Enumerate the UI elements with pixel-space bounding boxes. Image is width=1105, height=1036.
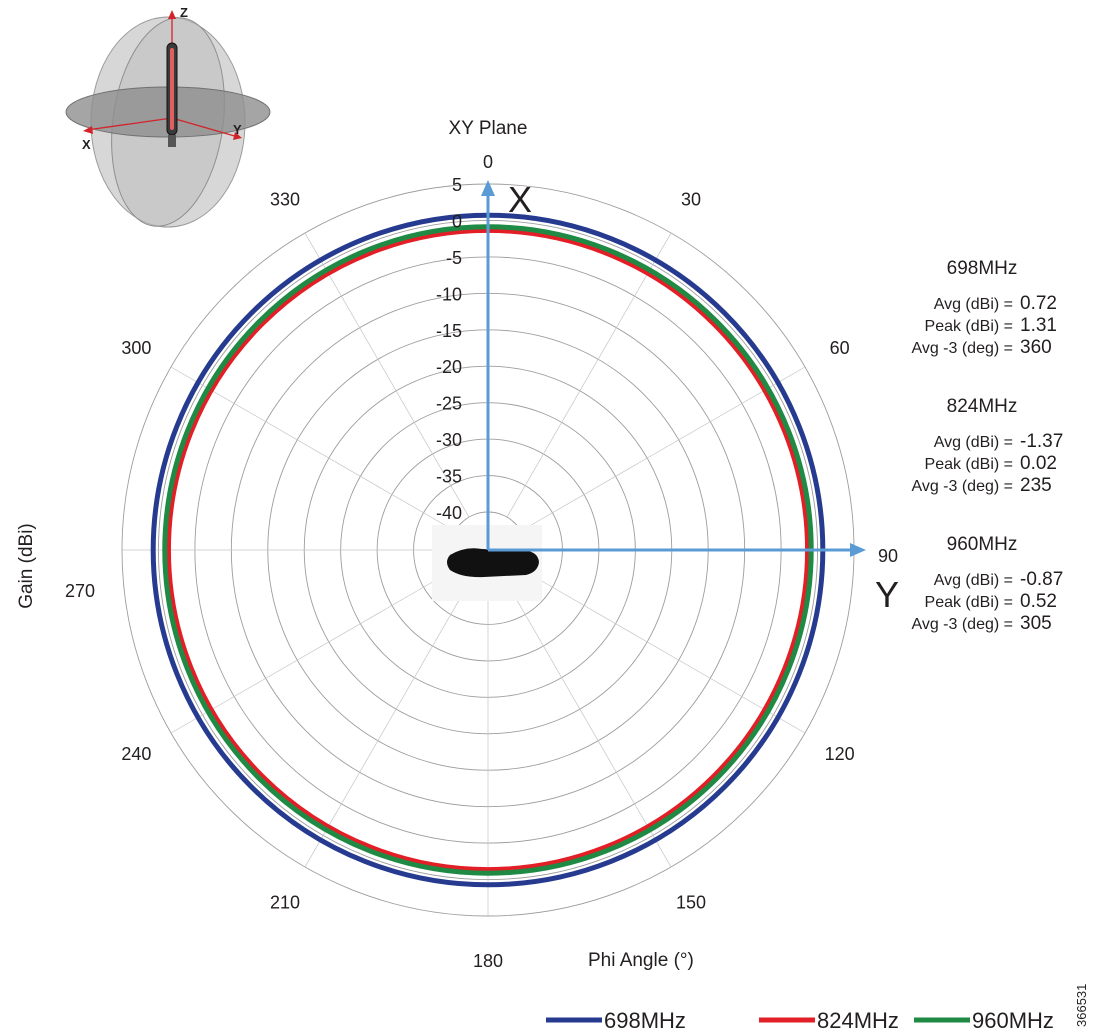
angular-tick-label: 270 — [65, 581, 95, 601]
radial-tick-label: -30 — [436, 430, 462, 450]
stats-row-value: 0.02 — [1020, 453, 1057, 474]
stats-row-label: Avg (dBi) = — [934, 434, 1013, 451]
stats-band-title: 698MHz — [947, 258, 1018, 279]
radial-tick-label: 5 — [452, 175, 462, 195]
stats-row-value: 0.52 — [1020, 591, 1057, 612]
angular-tick-label: 330 — [270, 189, 300, 209]
stats-row-label: Avg -3 (deg) = — [911, 616, 1013, 633]
y-axis-line — [171, 117, 239, 138]
legend-label-698MHz: 698MHz — [604, 1008, 686, 1033]
radial-tick-label: -5 — [446, 248, 462, 268]
radial-tick-label: -35 — [436, 467, 462, 487]
stats-row-label: Peak (dBi) = — [925, 318, 1013, 335]
x-direction-arrowhead — [481, 180, 495, 196]
x-axis-label: X — [82, 137, 91, 152]
y-direction-arrowhead — [850, 543, 866, 557]
y-axis-label: Y — [233, 122, 242, 137]
angular-tick-label: 60 — [830, 338, 850, 358]
z-axis-arrowhead — [168, 10, 176, 19]
stats-row-value: 1.31 — [1020, 315, 1057, 336]
angular-tick-labels: 0 30 60 90 120 150 180 210 240 270 300 330 — [65, 152, 898, 971]
grid-spoke — [304, 232, 470, 518]
angular-tick-label: 30 — [681, 189, 701, 209]
stats-row-label: Avg (dBi) = — [934, 572, 1013, 589]
radial-tick-label: 0 — [452, 211, 462, 231]
grid-spoke — [170, 366, 456, 532]
center-region — [432, 525, 542, 601]
radial-tick-label: -20 — [436, 357, 462, 377]
angular-axis-label: Phi Angle (°) — [588, 950, 694, 971]
direction-arrows: X Y — [481, 179, 899, 615]
stats-row-label: Avg -3 (deg) = — [911, 478, 1013, 495]
angular-tick-label: 180 — [473, 951, 503, 971]
radial-tick-labels: 5 0 -5 -10 -15 -20 -25 -30 -35 -40 — [436, 175, 462, 523]
stats-row-value: 305 — [1020, 613, 1052, 634]
legend-label-824MHz: 824MHz — [817, 1008, 899, 1033]
stats-row-label: Avg (dBi) = — [934, 296, 1013, 313]
chart-title: XY Plane — [449, 118, 528, 139]
stats-band-title: 960MHz — [947, 534, 1018, 555]
antenna-connector — [168, 135, 176, 147]
y-axis-arrowhead — [233, 132, 242, 140]
stats-row-label: Avg -3 (deg) = — [911, 340, 1013, 357]
radial-tick-label: -40 — [436, 503, 462, 523]
angular-tick-label: 150 — [676, 893, 706, 913]
stats-band-title: 824MHz — [947, 396, 1018, 417]
radial-tick-label: -25 — [436, 394, 462, 414]
stats-row-value: 360 — [1020, 337, 1052, 358]
radial-tick-label: -10 — [436, 284, 462, 304]
y-direction-label: Y — [875, 574, 899, 615]
angular-tick-label: 210 — [270, 893, 300, 913]
legend-label-960MHz: 960MHz — [972, 1008, 1054, 1033]
x-axis-arrowhead — [83, 126, 93, 134]
radial-tick-label: -15 — [436, 321, 462, 341]
grid-spoke — [506, 582, 672, 868]
center-pattern-blob — [447, 548, 539, 578]
angular-tick-label: 90 — [878, 546, 898, 566]
angular-tick-label: 120 — [825, 744, 855, 764]
radial-axis-label: Gain (dBi) — [16, 523, 37, 609]
stats-panel: 698MHz Avg (dBi) = 0.72 Peak (dBi) = 1.31 Avg… — [911, 258, 1063, 634]
grid-spoke — [520, 366, 806, 532]
angular-tick-label: 240 — [121, 744, 151, 764]
stats-row-value: -0.87 — [1020, 569, 1063, 590]
grid-spoke — [520, 568, 806, 734]
x-direction-label: X — [508, 179, 532, 220]
x-axis-line — [86, 117, 173, 131]
grid-spoke — [304, 582, 470, 868]
grid-spoke — [170, 568, 456, 734]
figure-id: 366531 — [1074, 984, 1089, 1027]
stats-row-value: -1.37 — [1020, 431, 1063, 452]
grid-spoke — [506, 232, 672, 518]
z-axis-label: Z — [180, 5, 188, 20]
angular-tick-label: 300 — [121, 338, 151, 358]
legend: 698MHz 824MHz 960MHz — [546, 1008, 1054, 1033]
antenna-core — [170, 48, 174, 130]
stats-row-label: Peak (dBi) = — [925, 594, 1013, 611]
stats-row-value: 235 — [1020, 475, 1052, 496]
stats-row-value: 0.72 — [1020, 293, 1057, 314]
angular-tick-label: 0 — [483, 152, 493, 172]
orientation-diagram: Z X Y — [65, 5, 271, 228]
stats-row-label: Peak (dBi) = — [925, 456, 1013, 473]
